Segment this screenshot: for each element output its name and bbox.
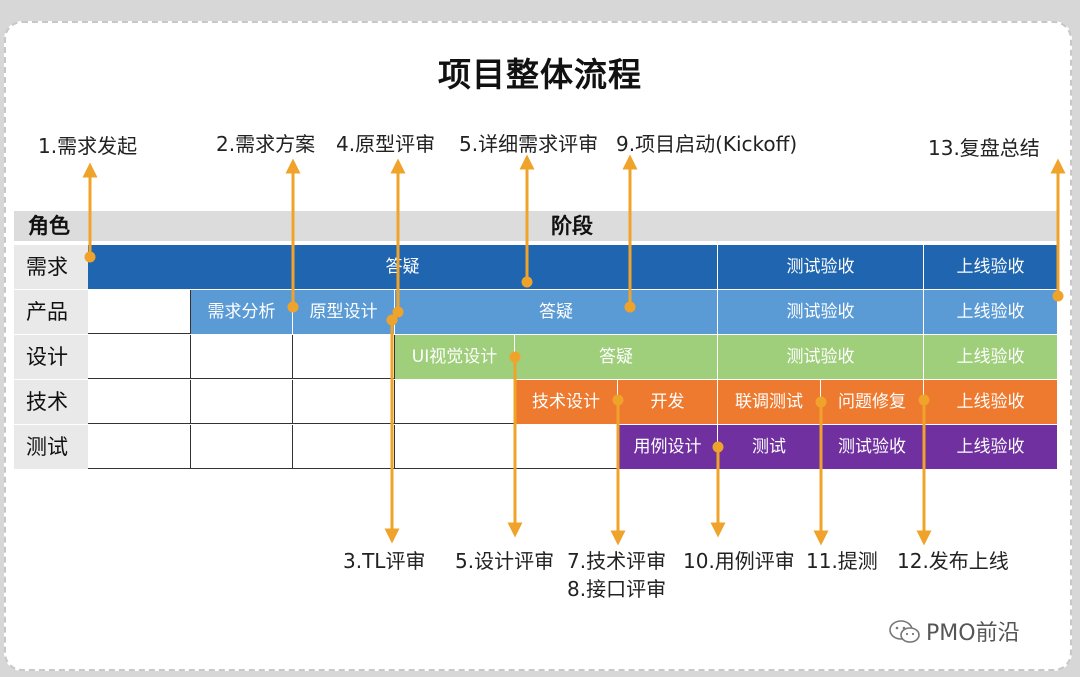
role-test: 测试 xyxy=(14,425,88,469)
role-design: 设计 xyxy=(14,335,88,379)
demand-qa: 答疑 xyxy=(88,245,718,289)
empty-cell xyxy=(515,425,618,469)
arrow-dot xyxy=(287,301,299,313)
milestone-label-7: 7.技术评审 xyxy=(567,549,667,573)
test-test-acceptance: 测试验收 xyxy=(821,425,924,469)
milestone-label-4: 4.原型评审 xyxy=(336,132,436,156)
milestone-label-3: 3.TL评审 xyxy=(343,549,426,573)
product-prototype-design: 原型设计 xyxy=(293,290,395,334)
milestone-label-1: 1.需求发起 xyxy=(38,134,138,158)
arrow-dot xyxy=(386,314,398,326)
role-demand: 需求 xyxy=(14,245,88,289)
arrow-dot xyxy=(84,251,96,263)
empty-cell xyxy=(191,335,293,379)
milestone-label-2: 2.需求方案 xyxy=(216,132,316,156)
wechat-icon xyxy=(889,620,920,643)
empty-cell xyxy=(88,335,191,379)
footer-brand-text: PMO前沿 xyxy=(926,621,1020,646)
tech-development: 开发 xyxy=(618,380,718,424)
tech-bug-fix: 问题修复 xyxy=(821,380,924,424)
role-tech: 技术 xyxy=(14,380,88,424)
milestone-label-8: 8.接口评审 xyxy=(567,577,667,601)
empty-cell xyxy=(191,425,293,469)
design-test-acceptance: 测试验收 xyxy=(718,335,924,379)
arrow-dot xyxy=(392,306,404,318)
stage-header: 阶段 xyxy=(551,214,593,238)
tech-launch-acceptance: 上线验收 xyxy=(924,380,1058,424)
milestone-label-12: 12.发布上线 xyxy=(897,549,1009,573)
demand-launch-acceptance: 上线验收 xyxy=(924,245,1058,289)
tech-integration-test: 联调测试 xyxy=(718,380,821,424)
arrow-dot xyxy=(918,394,930,406)
product-test-acceptance: 测试验收 xyxy=(718,290,924,334)
arrow-dot xyxy=(815,396,827,408)
demand-test-acceptance: 测试验收 xyxy=(718,245,924,289)
table-header xyxy=(14,211,1058,241)
milestone-label-9: 9.项目启动(Kickoff) xyxy=(616,132,798,156)
milestone-label-5-design: 5.设计评审 xyxy=(455,549,555,573)
empty-cell xyxy=(88,425,191,469)
arrow-dot xyxy=(712,441,724,453)
empty-cell xyxy=(191,380,293,424)
role-product: 产品 xyxy=(14,290,88,334)
empty-cell xyxy=(395,425,515,469)
empty-cell xyxy=(293,380,395,424)
milestone-label-13: 13.复盘总结 xyxy=(928,136,1040,160)
tech-design: 技术设计 xyxy=(515,380,618,424)
empty-cell xyxy=(293,425,395,469)
design-qa: 答疑 xyxy=(515,335,718,379)
milestone-label-5-detail: 5.详细需求评审 xyxy=(459,132,599,156)
milestone-label-10: 10.用例评审 xyxy=(683,549,795,573)
empty-cell xyxy=(88,290,191,334)
empty-cell xyxy=(293,335,395,379)
arrow-dot xyxy=(612,394,624,406)
design-ui-visual: UI视觉设计 xyxy=(395,335,515,379)
arrow-dot xyxy=(521,276,533,288)
product-requirement-analysis: 需求分析 xyxy=(191,290,293,334)
test-case-design: 用例设计 xyxy=(618,425,718,469)
design-launch-acceptance: 上线验收 xyxy=(924,335,1058,379)
product-launch-acceptance: 上线验收 xyxy=(924,290,1058,334)
footer-brand: PMO前沿 xyxy=(888,615,1020,647)
empty-cell xyxy=(88,380,191,424)
role-header: 角色 xyxy=(28,214,70,238)
product-qa: 答疑 xyxy=(395,290,718,334)
milestone-label-11: 11.提测 xyxy=(806,549,878,573)
arrow-dot xyxy=(624,301,636,313)
arrow-dot xyxy=(509,351,521,363)
empty-cell xyxy=(395,380,515,424)
arrow-dot xyxy=(1052,290,1064,302)
diagram-title: 项目整体流程 xyxy=(438,55,642,94)
test-launch-acceptance: 上线验收 xyxy=(924,425,1058,469)
